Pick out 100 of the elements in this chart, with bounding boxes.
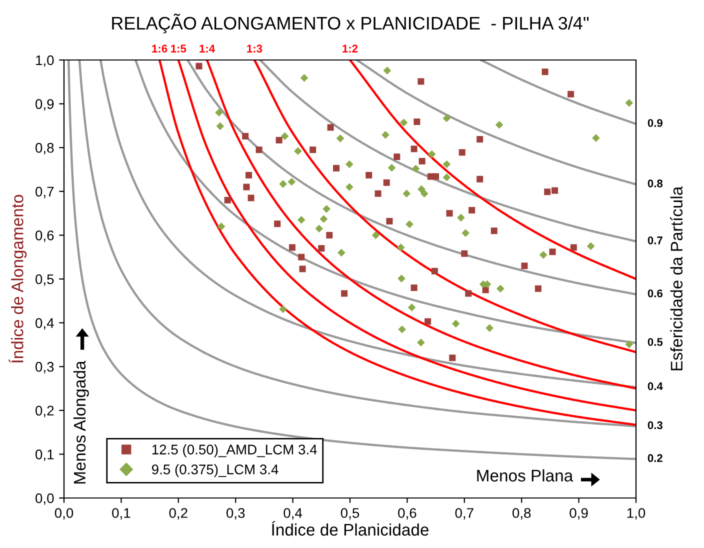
y-tick-label: 0,6 (36, 230, 54, 242)
point (462, 229, 470, 237)
point (300, 74, 308, 82)
point (366, 172, 372, 178)
point (382, 130, 390, 139)
y-tick-label: 0,4 (36, 318, 54, 330)
point (243, 184, 250, 190)
point (294, 147, 302, 156)
point (490, 228, 498, 234)
point (408, 304, 416, 312)
point (337, 248, 346, 257)
point (414, 118, 420, 126)
point (586, 242, 595, 250)
series-label: 0.6 (648, 289, 662, 298)
point (625, 340, 634, 348)
point (327, 124, 334, 131)
series-label: 0.9 (648, 119, 662, 127)
series-label: 1:6 (152, 44, 168, 53)
point (297, 216, 306, 224)
point (298, 254, 305, 260)
point (486, 324, 494, 332)
point (383, 66, 392, 74)
annotation: Menos Alongada (73, 360, 89, 484)
x-tick-label: 0,8 (512, 508, 531, 520)
series-label: 0.4 (648, 382, 663, 390)
point (299, 266, 306, 272)
x-tick-label: 0,2 (169, 508, 188, 520)
point (326, 232, 333, 238)
point (542, 68, 548, 76)
y-tick-label: 0,5 (36, 274, 54, 286)
point (539, 250, 548, 259)
x-tick-label: 0,4 (284, 508, 302, 520)
point (625, 98, 634, 107)
x-tick-label: 0,3 (226, 508, 245, 520)
legend-label: 12.5 (0.50)_AMD_LCM 3.4 (152, 444, 317, 458)
point (410, 146, 418, 152)
series-label: 0.2 (648, 454, 662, 462)
point (279, 305, 288, 314)
point (476, 176, 484, 182)
series-label: 0.7 (648, 236, 662, 244)
point (446, 210, 453, 217)
point (570, 244, 577, 251)
y-tick-label: 0,0 (36, 493, 54, 505)
x-tick-label: 1,0 (627, 508, 646, 520)
series-label: 1:5 (171, 44, 186, 53)
point (428, 150, 436, 158)
point (418, 158, 426, 164)
series-label: 0.8 (648, 180, 663, 188)
point (336, 134, 344, 142)
point (216, 122, 224, 130)
point (458, 149, 466, 156)
point (242, 132, 249, 140)
point (476, 136, 484, 143)
point (442, 160, 451, 168)
point (318, 245, 325, 252)
point (256, 146, 262, 154)
point (372, 231, 380, 240)
point (215, 108, 223, 116)
point (406, 220, 414, 228)
point (388, 164, 396, 172)
point (333, 164, 340, 172)
point (383, 179, 390, 186)
x-tick-label: 0,9 (570, 508, 588, 520)
point (224, 196, 231, 204)
point (246, 172, 252, 178)
point (420, 190, 428, 198)
point (431, 268, 438, 274)
point (288, 178, 296, 186)
x-tick-label: 0,6 (398, 508, 416, 520)
point (544, 188, 551, 196)
point (274, 220, 281, 228)
point (346, 160, 354, 168)
point (534, 285, 542, 292)
annotation: Menos Plana (477, 469, 574, 482)
x-tick-label: 0,1 (112, 508, 130, 520)
y-tick-label: 0,7 (36, 186, 54, 198)
point (449, 354, 456, 362)
point (398, 325, 406, 334)
point (320, 215, 328, 223)
point (412, 164, 420, 173)
point (417, 338, 425, 346)
point (418, 185, 426, 194)
y-tick-label: 0,1 (36, 450, 54, 462)
y-tick-label: 0,2 (36, 406, 54, 418)
point (495, 120, 504, 129)
y-tick-label: 0,3 (36, 362, 54, 374)
point (402, 190, 411, 198)
y-tick-label: 0,9 (36, 99, 54, 111)
point (248, 194, 254, 202)
point (374, 190, 382, 197)
point (549, 248, 556, 256)
point (461, 250, 468, 257)
point (276, 136, 282, 144)
point (452, 320, 460, 328)
point (386, 218, 393, 224)
series-label: 0.5 (648, 338, 663, 346)
point (341, 290, 348, 297)
x-axis-title: Índice de Planicidade (272, 521, 428, 536)
y-tick-label: 0,8 (36, 142, 54, 154)
y2-axis-title: Esfericidade da Partícula (670, 186, 683, 370)
